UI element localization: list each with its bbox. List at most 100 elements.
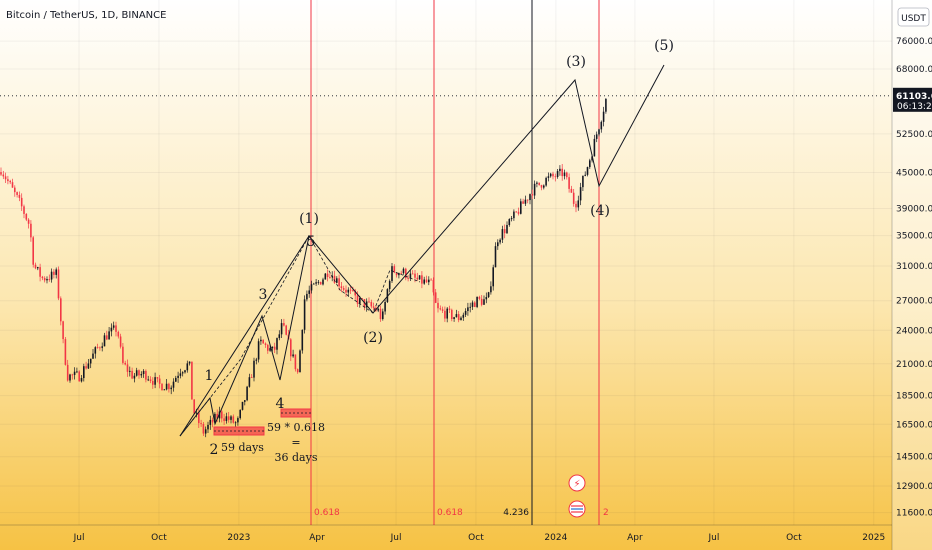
candle-body xyxy=(253,360,255,378)
candle-body xyxy=(80,378,83,382)
candle-body xyxy=(184,370,186,373)
candle-body xyxy=(446,308,448,319)
candle-body xyxy=(207,424,209,430)
candle-body xyxy=(230,416,232,420)
time-tick-label: Apr xyxy=(627,533,643,543)
candle-body xyxy=(326,273,329,278)
candle-body xyxy=(9,181,11,183)
candle-body xyxy=(186,363,189,371)
candle-body xyxy=(257,341,260,360)
candle-body xyxy=(14,187,16,193)
candle-body xyxy=(526,199,529,201)
correction-channel-line xyxy=(308,235,421,314)
candle-body xyxy=(11,182,14,188)
wave-label-minor: 5 xyxy=(307,234,316,250)
candle-body xyxy=(255,359,258,361)
candle-body xyxy=(444,310,446,319)
candle-body xyxy=(503,229,506,234)
candle-body xyxy=(382,311,384,320)
candle-body xyxy=(554,176,557,178)
candle-body xyxy=(53,271,55,275)
candle-body xyxy=(48,279,51,280)
candle-body xyxy=(579,187,582,201)
countdown-label: 06:13:24 xyxy=(897,102,932,112)
candle-body xyxy=(280,323,283,335)
candle-body xyxy=(377,308,379,311)
candle-body xyxy=(303,299,306,330)
candle-body xyxy=(584,174,586,176)
candle-body xyxy=(234,422,237,424)
candle-body xyxy=(411,273,414,275)
candle-body xyxy=(204,429,207,434)
candle-body xyxy=(545,177,547,186)
candle-body xyxy=(386,289,389,303)
flash-glyph-icon: ⚡ xyxy=(573,479,580,490)
candle-body xyxy=(198,412,200,424)
candle-body xyxy=(246,386,248,401)
candle-body xyxy=(347,289,350,293)
wave-label-minor: 2 xyxy=(210,442,219,458)
candle-body xyxy=(133,375,136,379)
candle-body xyxy=(559,168,561,172)
candle-body xyxy=(531,194,534,196)
candle-body xyxy=(7,179,9,182)
candle-body xyxy=(605,98,607,112)
fib-label: 0.618 xyxy=(437,508,463,518)
candle-body xyxy=(156,377,159,379)
candle-body xyxy=(71,374,74,376)
candle-body xyxy=(499,239,501,243)
currency-label: USDT xyxy=(901,14,926,24)
candle-body xyxy=(342,288,345,290)
price-tick-label: 52500.00 xyxy=(896,130,932,140)
candle-body xyxy=(87,363,90,369)
candle-body xyxy=(296,369,299,373)
candle-body xyxy=(549,173,552,177)
wave-label-major: (1) xyxy=(299,211,319,227)
candle-body xyxy=(85,366,87,369)
candle-body xyxy=(336,278,338,283)
candle-body xyxy=(352,290,354,291)
candle-body xyxy=(480,298,483,305)
candle-body xyxy=(216,413,218,419)
candle-body xyxy=(126,364,129,372)
candle-body xyxy=(591,156,593,161)
candle-body xyxy=(361,298,363,300)
candle-body xyxy=(50,271,53,280)
candle-body xyxy=(145,370,147,380)
candle-body xyxy=(294,354,297,370)
time-tick-label: Jul xyxy=(708,533,720,543)
candle-body xyxy=(563,172,566,177)
candle-body xyxy=(271,346,274,349)
candle-body xyxy=(517,211,520,214)
candle-body xyxy=(37,267,39,269)
time-tick-label: Jul xyxy=(73,533,85,543)
candle-body xyxy=(589,160,591,168)
candle-body xyxy=(161,383,163,391)
candle-body xyxy=(30,223,32,238)
candle-body xyxy=(329,277,331,278)
candle-body xyxy=(418,275,421,280)
candle-body xyxy=(432,279,435,293)
candle-body xyxy=(469,306,471,308)
candle-body xyxy=(593,138,596,157)
candle-body xyxy=(103,335,106,347)
candle-body xyxy=(135,370,138,376)
candle-body xyxy=(354,290,356,296)
candle-body xyxy=(471,302,474,307)
candle-body xyxy=(388,281,391,290)
candle-body xyxy=(64,339,67,365)
candle-body xyxy=(165,383,168,390)
candle-body xyxy=(421,275,423,284)
candle-body xyxy=(172,381,175,388)
candle-body xyxy=(570,188,573,193)
candle-body xyxy=(510,218,513,220)
candle-body xyxy=(513,211,515,219)
candle-body xyxy=(365,301,368,308)
candle-body xyxy=(239,409,241,419)
price-tick-label: 21000.00 xyxy=(896,360,932,370)
elliott-wave-drawings[interactable] xyxy=(179,64,665,437)
candle-body xyxy=(248,377,251,387)
candle-body xyxy=(575,203,577,208)
